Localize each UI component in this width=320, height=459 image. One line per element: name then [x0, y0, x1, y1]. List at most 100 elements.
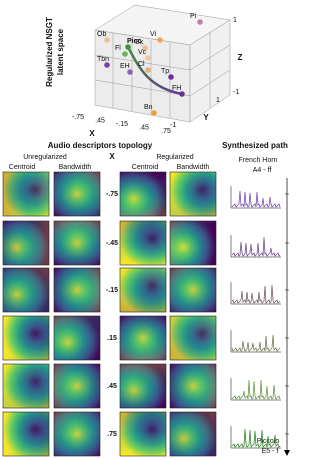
- z-tick-label: 1: [233, 17, 237, 24]
- column-label: Centroid: [9, 164, 36, 171]
- heatmap-texture: [3, 268, 49, 312]
- instrument-label: Ob: [97, 31, 106, 38]
- start-note: A4 - ff: [253, 167, 272, 174]
- instrument-point: [179, 91, 185, 97]
- heatmap-texture: [170, 172, 216, 216]
- heatmap-texture: [120, 412, 166, 456]
- heatmap-frame: [119, 363, 167, 409]
- heatmap-frame: [2, 363, 50, 409]
- axis-y-label: Y: [203, 113, 209, 122]
- x-tick-label: -.75: [72, 114, 84, 121]
- instrument-label: Vi: [150, 31, 157, 38]
- heatmap-frame: [53, 363, 101, 409]
- spectrum: [230, 378, 281, 401]
- instrument-point: [142, 45, 148, 51]
- spectrum: [230, 330, 281, 353]
- heatmap-texture: [170, 316, 216, 360]
- topology-title: Audio descriptors topology: [48, 141, 153, 150]
- heatmap-frame: [53, 171, 101, 217]
- instrument-label: Picc: [127, 38, 142, 45]
- y-tick-label: -1: [170, 122, 176, 129]
- instrument-point: [125, 44, 131, 50]
- axis-z-label: Z: [238, 53, 243, 62]
- instrument-point: [127, 69, 133, 75]
- spectrum-line: [231, 334, 281, 352]
- heatmap-frame: [2, 220, 50, 266]
- spectrum-line: [231, 379, 281, 400]
- heatmap-frame: [119, 315, 167, 361]
- row-label: -.15: [106, 287, 118, 294]
- instrument-label: Pi: [190, 13, 197, 20]
- instrument-label: Fl: [115, 45, 121, 52]
- y-tick-label: 1: [216, 97, 220, 104]
- heatmap-texture: [54, 316, 100, 360]
- heatmap-texture: [54, 221, 100, 265]
- heatmap-texture: [54, 364, 100, 408]
- row-label: -.45: [106, 240, 118, 247]
- latent-title: latent space: [56, 28, 65, 75]
- heatmap-texture: [120, 268, 166, 312]
- instrument-point: [145, 67, 151, 73]
- reg-label: Regularized: [156, 154, 193, 161]
- row-label: -.75: [106, 191, 118, 198]
- x-tick-label: .45: [139, 124, 149, 131]
- heatmap-frame: [119, 267, 167, 313]
- x-tick-label: .75: [161, 128, 171, 135]
- heatmap-texture: [54, 268, 100, 312]
- heatmap-texture: [120, 364, 166, 408]
- heatmap-frame: [169, 171, 217, 217]
- heatmap-frame: [2, 171, 50, 217]
- z-tick-label: -1: [233, 89, 239, 96]
- row-label: .75: [107, 431, 117, 438]
- instrument-label: Sx: [135, 39, 144, 46]
- path-title: Synthesized path: [222, 141, 288, 150]
- instrument-label: Cl: [138, 61, 145, 68]
- start-name: French Horn: [239, 157, 278, 164]
- spectrum-line: [231, 236, 281, 257]
- spectrum: [230, 426, 281, 449]
- heatmap-texture: [3, 172, 49, 216]
- heatmap-frame: [169, 220, 217, 266]
- heatmap-texture: [3, 221, 49, 265]
- figure: Regularized NSGT latent space X Y Z Audi…: [2, 4, 290, 457]
- heatmap-texture: [3, 316, 49, 360]
- heatmap-texture: [170, 364, 216, 408]
- spectrum-line: [231, 190, 281, 208]
- spectrum-line: [231, 428, 281, 448]
- heatmap-texture: [3, 364, 49, 408]
- instrument-point: [145, 55, 151, 61]
- heatmap-frame: [169, 267, 217, 313]
- x-tick-label: .45: [95, 117, 105, 124]
- row-label: .15: [107, 335, 117, 342]
- heatmap-frame: [119, 411, 167, 457]
- instrument-label: Tp: [161, 68, 169, 75]
- end-note: E5 - f: [262, 448, 279, 455]
- heatmap-texture: [120, 316, 166, 360]
- instrument-label: Tbn: [97, 56, 109, 63]
- unreg-label: Unregularized: [23, 154, 67, 161]
- x-tick-label: -.15: [116, 121, 128, 128]
- heatmap-texture: [170, 412, 216, 456]
- heatmap-frame: [53, 315, 101, 361]
- latent-title: Regularized NSGT: [45, 17, 54, 87]
- heatmap-frame: [2, 411, 50, 457]
- heatmap-frame: [119, 220, 167, 266]
- end-name: Piccolo: [257, 438, 280, 445]
- heatmap-texture: [54, 412, 100, 456]
- heatmap-texture: [170, 221, 216, 265]
- spectrum: [230, 282, 281, 305]
- heatmap-frame: [53, 220, 101, 266]
- spectrum-line: [231, 284, 281, 304]
- heatmap-frame: [169, 363, 217, 409]
- heatmap-frame: [53, 411, 101, 457]
- instrument-label: Vc: [138, 49, 147, 56]
- column-label: Bandwidth: [59, 164, 92, 171]
- heatmap-texture: [3, 412, 49, 456]
- heatmap-texture: [170, 268, 216, 312]
- instrument-point: [151, 110, 157, 116]
- heatmap-frame: [169, 411, 217, 457]
- heatmap-frame: [53, 267, 101, 313]
- latent-path: [126, 46, 183, 96]
- heatmap-frame: [119, 171, 167, 217]
- column-label: Bandwidth: [177, 164, 210, 171]
